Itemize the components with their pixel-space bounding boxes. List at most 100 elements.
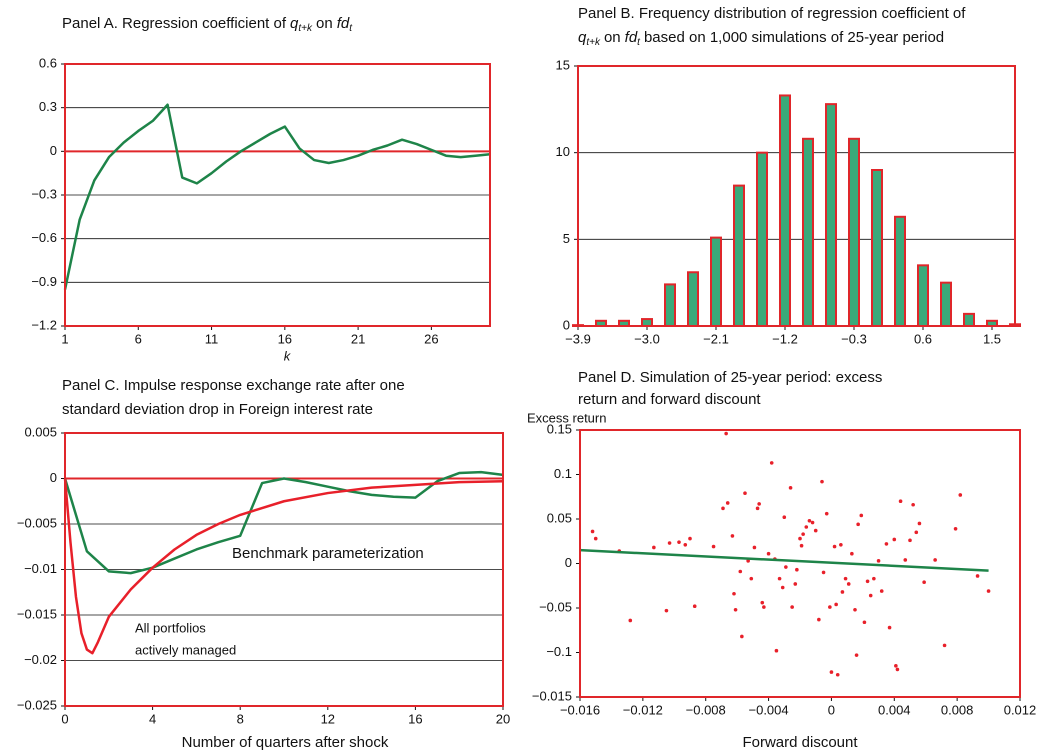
data-point xyxy=(746,559,750,563)
data-point xyxy=(733,607,738,612)
data-point xyxy=(743,491,747,495)
data-point xyxy=(769,461,774,465)
data-point xyxy=(903,558,908,562)
data-point xyxy=(795,567,799,572)
data-point xyxy=(911,502,915,507)
data-point xyxy=(755,506,760,511)
data-point xyxy=(804,525,809,529)
bar xyxy=(963,312,975,328)
bar xyxy=(871,169,883,327)
title-symbol: q xyxy=(290,15,299,32)
y-tick-label: −0.6 xyxy=(31,230,57,245)
x-tick-label: 11 xyxy=(205,331,219,346)
x-axis-label: Number of quarters after shock xyxy=(182,734,389,751)
x-tick-label: 4 xyxy=(149,711,156,726)
title-text: on xyxy=(604,29,621,46)
data-point xyxy=(821,570,826,575)
plot-frame xyxy=(577,65,1016,327)
annotation: All portfolios xyxy=(135,620,206,635)
data-point xyxy=(730,534,735,538)
data-point xyxy=(757,502,761,506)
bar xyxy=(848,137,860,327)
x-tick-label: 0.6 xyxy=(914,331,932,346)
data-point xyxy=(692,604,697,609)
data-point xyxy=(914,530,919,535)
bar xyxy=(687,271,699,327)
y-tick-label: 10 xyxy=(556,144,570,159)
y-tick-label: −1.2 xyxy=(31,317,57,332)
x-tick-label: 0.004 xyxy=(878,702,911,717)
data-point xyxy=(843,576,848,581)
y-tick-label: −0.025 xyxy=(17,697,57,712)
data-point xyxy=(817,617,821,622)
x-tick-label: 26 xyxy=(424,331,438,346)
data-point xyxy=(958,493,963,497)
data-point xyxy=(872,576,876,581)
y-tick-label: −0.01 xyxy=(24,561,57,576)
data-point xyxy=(762,605,766,609)
data-point xyxy=(894,664,898,668)
data-point xyxy=(820,479,824,484)
y-tick-label: 0.005 xyxy=(24,424,57,439)
data-point xyxy=(711,544,716,549)
bar xyxy=(710,236,722,328)
y-tick-label: 0.1 xyxy=(554,466,572,481)
data-point xyxy=(879,589,884,593)
data-point xyxy=(590,529,595,534)
bar xyxy=(733,184,745,327)
data-point xyxy=(895,667,900,672)
data-point xyxy=(834,602,838,607)
bar xyxy=(664,283,676,327)
y-tick-label: −0.015 xyxy=(532,688,572,703)
x-tick-label: 8 xyxy=(237,711,244,726)
data-line xyxy=(63,478,504,655)
title-subscript: t xyxy=(637,37,641,48)
data-point xyxy=(652,545,656,550)
data-point xyxy=(953,526,958,531)
x-tick-label: 1.5 xyxy=(983,331,1001,346)
data-point xyxy=(790,605,794,609)
x-tick-label: 16 xyxy=(408,711,422,726)
annotation: Benchmark parameterization xyxy=(232,545,424,562)
data-point xyxy=(677,540,681,544)
title-symbol: fd xyxy=(625,29,638,46)
data-point xyxy=(807,518,812,523)
data-point xyxy=(876,559,881,563)
y-tick-label: 0 xyxy=(50,143,57,158)
panel-a-title: Panel A. Regression coefficient of qt+k on… xyxy=(62,15,353,34)
data-point xyxy=(868,593,873,598)
panel-b-title: Panel B. Frequency distribution of regre… xyxy=(578,5,966,22)
x-tick-label: 0 xyxy=(61,711,68,726)
y-tick-label: 0.6 xyxy=(39,55,57,70)
data-point xyxy=(799,543,804,548)
bar xyxy=(641,318,653,328)
x-tick-label: −0.012 xyxy=(623,702,663,717)
data-line xyxy=(579,548,989,572)
data-point xyxy=(835,672,840,677)
data-point xyxy=(828,605,832,609)
data-point xyxy=(752,545,757,550)
data-point xyxy=(688,536,692,541)
x-tick-label: 1 xyxy=(61,331,68,346)
data-point xyxy=(853,607,857,612)
y-tick-label: 0.3 xyxy=(39,99,57,114)
bar xyxy=(940,281,952,327)
bar xyxy=(779,94,791,328)
plot-frame xyxy=(579,429,1021,698)
data-point xyxy=(782,515,787,520)
y-tick-label: −0.1 xyxy=(546,644,572,659)
x-tick-label: −3.0 xyxy=(634,331,660,346)
y-tick-label: −0.3 xyxy=(31,186,57,201)
data-point xyxy=(813,528,818,533)
data-point xyxy=(933,558,937,562)
data-point xyxy=(774,648,779,653)
x-tick-label: 16 xyxy=(278,331,292,346)
x-tick-label: −3.9 xyxy=(565,331,591,346)
data-point xyxy=(839,543,843,547)
data-point xyxy=(683,543,688,547)
bar xyxy=(825,103,837,327)
title-subscript: t xyxy=(349,23,353,34)
annotation: actively managed xyxy=(135,642,236,657)
panel-b-title: qt+k on fdt based on 1,000 simulations of 2… xyxy=(578,29,944,48)
y-tick-label: 0 xyxy=(565,555,572,570)
